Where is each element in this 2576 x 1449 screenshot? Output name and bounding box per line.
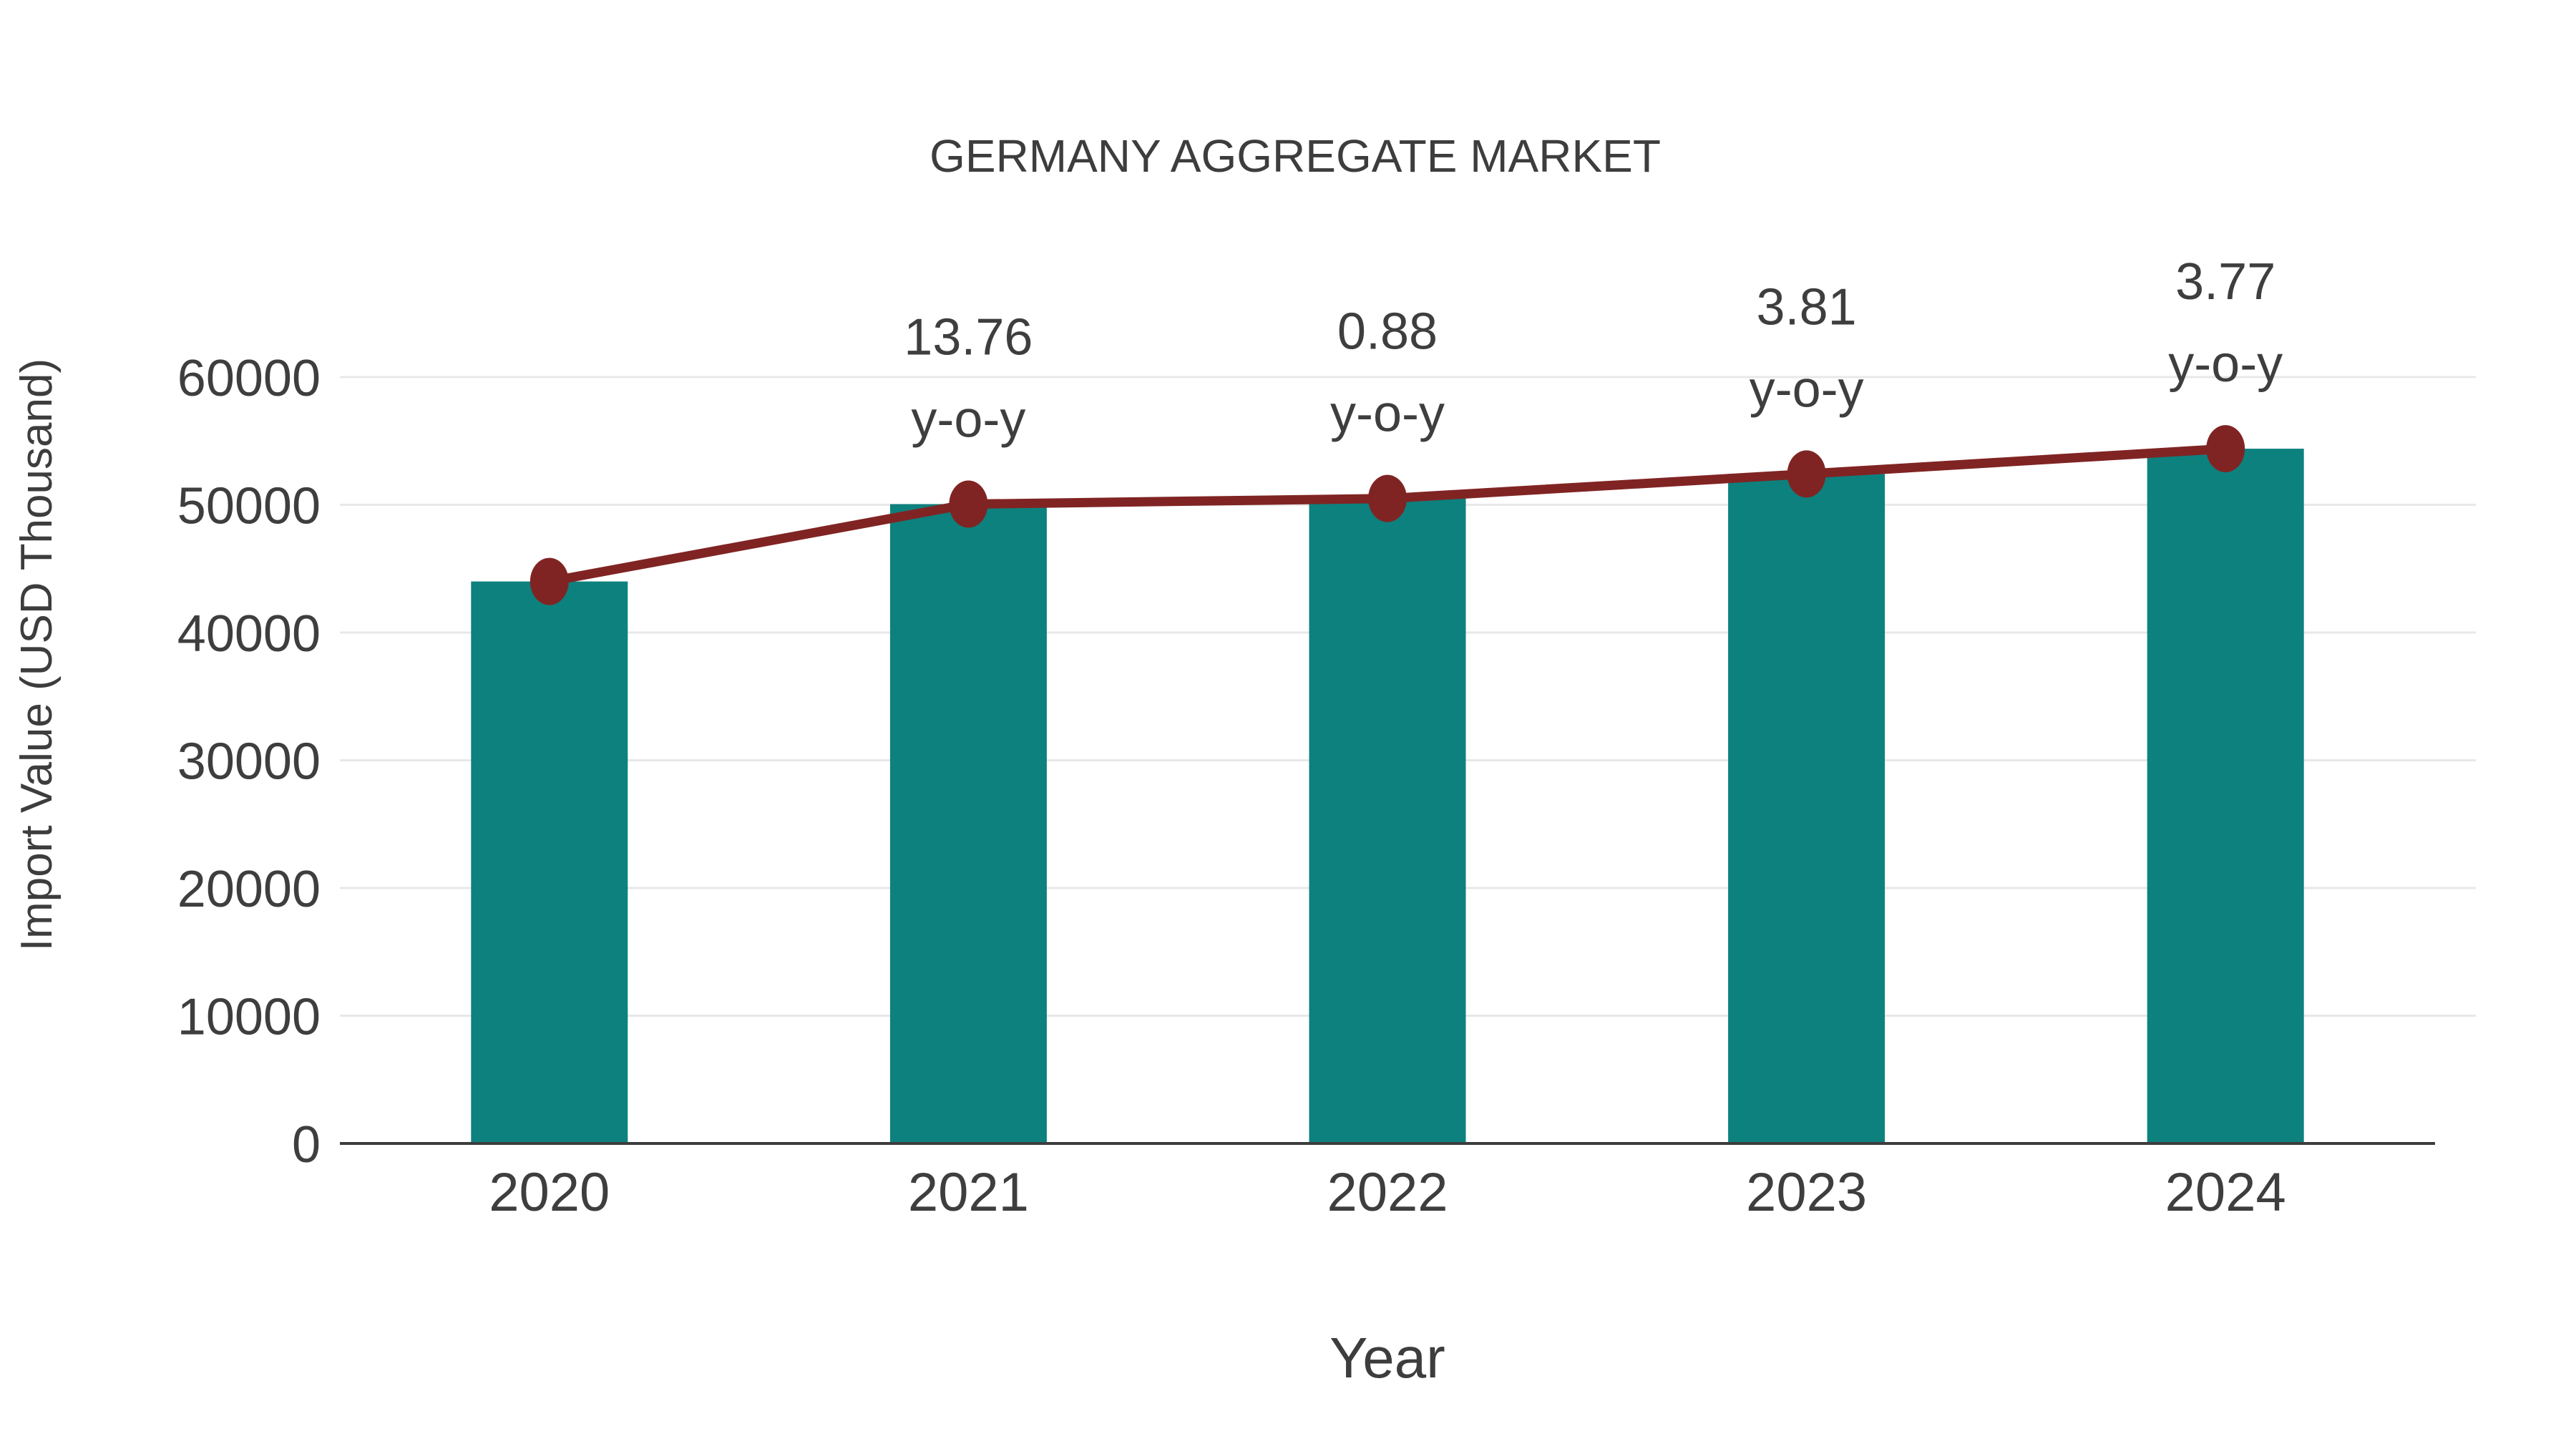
x-axis-title: Year [1330, 1326, 1445, 1390]
y-tick-label: 40000 [177, 605, 321, 663]
y-axis-title: Import Value (USD Thousand) [12, 358, 62, 951]
data-point-2021 [949, 480, 988, 528]
y-tick-label: 10000 [177, 989, 321, 1046]
x-tick-label-2023: 2023 [1746, 1162, 1867, 1223]
chart-title: GERMANY AGGREGATE MARKET [930, 130, 1661, 182]
x-tick-label-2021: 2021 [908, 1162, 1029, 1223]
y-tick-label: 60000 [177, 350, 321, 407]
annotation-2022: 0.88 y-o-y [1330, 303, 1445, 443]
annotation-suffix: y-o-y [911, 391, 1025, 449]
line-series [530, 425, 2245, 605]
annotation-value: 3.77 [2175, 253, 2275, 311]
data-point-2022 [1368, 474, 1407, 522]
data-point-2023 [1787, 450, 1826, 498]
bar-2024 [2147, 449, 2304, 1143]
y-tick-label: 20000 [177, 861, 321, 918]
y-axis-tick-labels: 0 10000 20000 30000 40000 50000 60000 [177, 350, 321, 1174]
bar-2021 [889, 504, 1047, 1143]
data-point-2020 [530, 557, 569, 605]
annotation-value: 0.88 [1337, 303, 1438, 361]
annotation-value: 13.76 [904, 309, 1033, 366]
annotation-suffix: y-o-y [1330, 386, 1445, 443]
bar-2020 [471, 581, 628, 1143]
x-tick-label-2022: 2022 [1327, 1162, 1448, 1223]
x-tick-label-2020: 2020 [489, 1162, 610, 1223]
bar-2022 [1309, 498, 1466, 1143]
yoy-annotations: 13.76 y-o-y 0.88 y-o-y 3.81 y-o-y 3.77 y-o-y [904, 253, 2283, 448]
bar-2023 [1728, 474, 1885, 1143]
x-tick-label-2024: 2024 [2165, 1162, 2286, 1223]
annotation-2024: 3.77 y-o-y [2168, 253, 2283, 393]
annotation-2023: 3.81 y-o-y [1750, 278, 1864, 418]
annotation-suffix: y-o-y [2168, 336, 2283, 393]
annotation-2021: 13.76 y-o-y [904, 309, 1033, 449]
y-tick-label: 50000 [177, 478, 321, 535]
annotation-suffix: y-o-y [1750, 361, 1864, 418]
bar-series [471, 449, 2304, 1143]
x-axis-tick-labels: 2020 2021 2022 2023 2024 [489, 1162, 2285, 1223]
y-tick-label: 30000 [177, 733, 321, 791]
y-tick-label: 0 [292, 1116, 321, 1174]
data-point-2024 [2206, 425, 2245, 473]
annotation-value: 3.81 [1757, 278, 1857, 336]
